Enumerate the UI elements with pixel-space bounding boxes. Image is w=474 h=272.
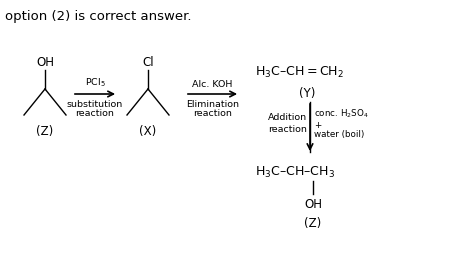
Text: (X): (X)	[139, 125, 156, 138]
Text: conc. H$_2$SO$_4$: conc. H$_2$SO$_4$	[314, 108, 369, 120]
Text: H$_3$C–CH = CH$_2$: H$_3$C–CH = CH$_2$	[255, 64, 344, 79]
Text: Alc. KOH: Alc. KOH	[192, 80, 233, 89]
Text: +: +	[314, 120, 321, 129]
Text: water (boil): water (boil)	[314, 131, 365, 140]
Text: reaction: reaction	[193, 109, 232, 118]
Text: Addition: Addition	[268, 113, 307, 122]
Text: H$_3$C–CH–CH$_3$: H$_3$C–CH–CH$_3$	[255, 165, 335, 180]
Text: reaction: reaction	[75, 109, 114, 118]
Text: (Y): (Y)	[299, 87, 315, 100]
Text: Elimination: Elimination	[186, 100, 239, 109]
Text: Cl: Cl	[142, 56, 154, 69]
Text: OH: OH	[304, 198, 322, 211]
Text: option (2) is correct answer.: option (2) is correct answer.	[5, 10, 191, 23]
Text: OH: OH	[36, 56, 54, 69]
Text: substitution: substitution	[67, 100, 123, 109]
Text: PCl$_5$: PCl$_5$	[85, 76, 105, 89]
Text: (Z): (Z)	[304, 217, 322, 230]
Text: reaction: reaction	[268, 125, 307, 134]
Text: (Z): (Z)	[36, 125, 54, 138]
